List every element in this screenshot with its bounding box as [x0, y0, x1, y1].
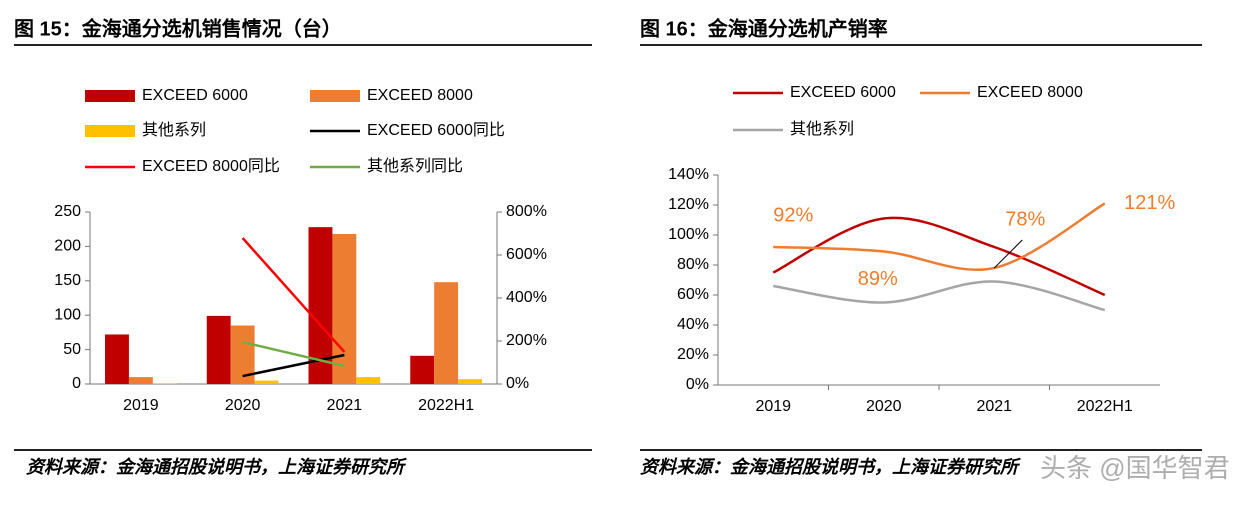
leader-line [993, 239, 1023, 269]
line [773, 280, 1106, 312]
line [773, 202, 1106, 272]
legend-label: EXCEED 6000 [142, 87, 248, 104]
legend-label: EXCEED 8000 [977, 84, 1083, 101]
y-tick-label: 250 [54, 203, 81, 220]
y-tick-label: 60% [677, 286, 709, 303]
x-tick-label: 2020 [866, 398, 902, 415]
bar [105, 334, 129, 384]
data-label: 121% [1124, 192, 1175, 214]
y-tick-label: 100 [54, 306, 81, 323]
bar [410, 355, 435, 384]
bar [230, 325, 255, 384]
x-tick-label: 2020 [225, 397, 261, 414]
legend-label: 其他系列 [790, 120, 854, 138]
bar [254, 380, 279, 384]
legend-label: EXCEED 8000同比 [142, 157, 280, 175]
chart-title: 图 16：金海通分选机产销率 [640, 16, 888, 40]
bar [458, 379, 482, 384]
legend-swatch [85, 90, 135, 102]
x-tick-label: 2021 [327, 397, 363, 414]
source: 资料来源：金海通招股说明书，上海证券研究所 [640, 457, 1021, 477]
y-tick-label: 200 [54, 238, 81, 255]
y-tick-label: 50 [63, 341, 81, 358]
legend-swatch [85, 125, 135, 137]
x-tick-label: 2022H1 [1077, 398, 1133, 415]
y-tick-label: 40% [677, 316, 709, 333]
y-tick-label: 140% [668, 166, 709, 183]
legend-label: 其他系列同比 [367, 157, 463, 175]
y-tick-label: 20% [677, 346, 709, 363]
y-tick-label: 150 [54, 272, 81, 289]
y-tick-label: 120% [668, 196, 709, 213]
legend-label: EXCEED 6000 [790, 84, 896, 101]
x-tick-label: 2019 [755, 398, 791, 415]
y2-tick-label: 800% [506, 203, 547, 220]
bar [206, 315, 231, 384]
bar [308, 227, 333, 384]
y-tick-label: 80% [677, 256, 709, 273]
y2-tick-label: 400% [506, 289, 547, 306]
legend-label: EXCEED 8000 [367, 87, 473, 104]
y-tick-label: 0% [686, 376, 709, 393]
legend-label: EXCEED 6000同比 [367, 121, 505, 139]
watermark: 头条 @国华智君 [1040, 453, 1230, 483]
bar [434, 282, 459, 384]
y2-tick-label: 600% [506, 246, 547, 263]
y-tick-label: 100% [668, 226, 709, 243]
x-tick-label: 2019 [123, 397, 159, 414]
y2-tick-label: 0% [506, 375, 529, 392]
line [772, 216, 1106, 297]
chart-title: 图 15：金海通分选机销售情况（台） [14, 16, 342, 40]
data-label: 92% [773, 204, 813, 226]
line [242, 340, 345, 368]
x-tick-label: 2022H1 [418, 397, 474, 414]
line [241, 237, 346, 353]
source: 资料来源：金海通招股说明书，上海证券研究所 [26, 457, 407, 477]
legend-swatch [310, 90, 360, 102]
bar [356, 377, 381, 384]
line [242, 353, 345, 378]
legend-label: 其他系列 [142, 121, 206, 139]
bar [152, 383, 177, 384]
y2-tick-label: 200% [506, 332, 547, 349]
data-label: 89% [858, 268, 898, 290]
bar [128, 377, 153, 384]
y-tick-label: 0 [72, 375, 81, 392]
x-tick-label: 2021 [976, 398, 1012, 415]
bar [332, 234, 357, 384]
data-label: 78% [1005, 208, 1045, 230]
